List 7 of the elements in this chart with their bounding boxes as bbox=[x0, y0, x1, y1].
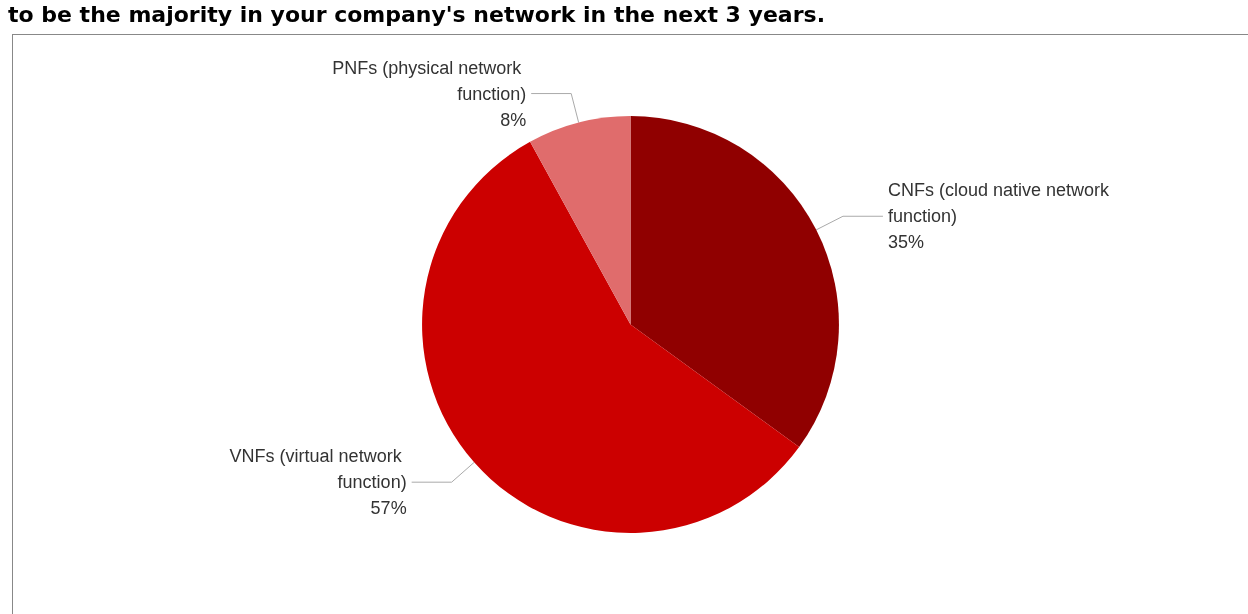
chart-title: to be the majority in your company's network in the next 3 years. bbox=[8, 2, 825, 27]
data-label: 57% bbox=[370, 498, 407, 519]
slice-label: CNFs (cloud native network function) bbox=[887, 180, 1115, 227]
slice-label: VNFs (virtual network function) bbox=[229, 446, 407, 493]
data-label: 35% bbox=[887, 232, 924, 253]
data-label: 8% bbox=[500, 109, 527, 130]
slice-label: PNFs (physical network function) bbox=[332, 57, 527, 104]
